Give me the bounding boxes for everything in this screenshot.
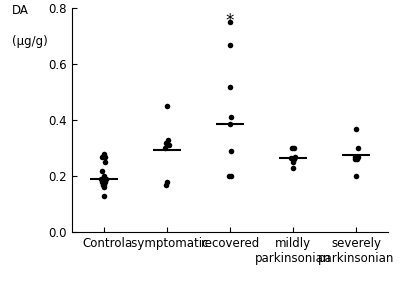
Point	[288, 156, 294, 160]
Point	[99, 168, 106, 173]
Point	[226, 174, 232, 179]
Point	[354, 154, 361, 159]
Point	[101, 182, 108, 187]
Point	[353, 127, 360, 131]
Point	[291, 146, 298, 151]
Point	[228, 149, 234, 153]
Point	[100, 185, 107, 190]
Text: *: *	[226, 12, 234, 30]
Point	[98, 154, 105, 159]
Text: (μg/g): (μg/g)	[12, 35, 48, 48]
Point	[228, 115, 234, 120]
Point	[352, 157, 358, 162]
Point	[227, 42, 233, 47]
Point	[291, 157, 297, 162]
Point	[100, 177, 106, 181]
Point	[103, 177, 109, 181]
Point	[165, 138, 171, 142]
Point	[354, 157, 360, 162]
Point	[290, 166, 296, 170]
Point	[355, 146, 362, 151]
Point	[166, 143, 172, 148]
Point	[289, 160, 296, 164]
Point	[228, 174, 234, 179]
Point	[100, 152, 107, 156]
Point	[102, 160, 108, 164]
Point	[101, 174, 108, 179]
Point	[98, 177, 104, 181]
Point	[289, 146, 295, 151]
Point	[164, 104, 170, 109]
Point	[163, 182, 169, 187]
Text: DA: DA	[12, 4, 29, 17]
Point	[102, 154, 109, 159]
Point	[102, 179, 108, 184]
Point	[100, 182, 106, 187]
Point	[227, 20, 233, 25]
Point	[292, 154, 298, 159]
Point	[227, 122, 233, 127]
Point	[164, 179, 171, 184]
Point	[100, 194, 107, 198]
Point	[162, 140, 169, 145]
Point	[352, 174, 359, 179]
Point	[351, 154, 358, 159]
Point	[99, 179, 106, 184]
Point	[162, 146, 168, 151]
Point	[227, 85, 233, 89]
